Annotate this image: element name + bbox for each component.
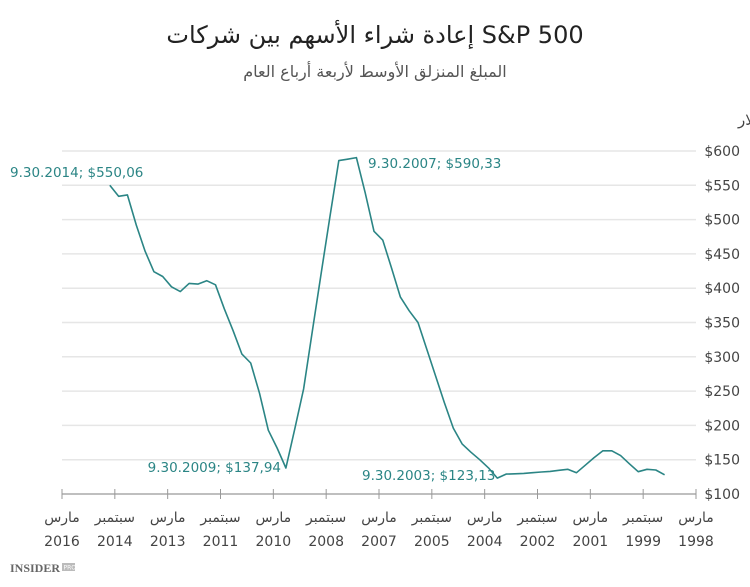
logo-pro-text: PRO bbox=[64, 565, 77, 572]
y-tick-label: $400 bbox=[704, 281, 740, 297]
logo-pro-badge bbox=[62, 563, 75, 571]
gridlines bbox=[62, 150, 696, 461]
y-tick-label: $600 bbox=[704, 144, 740, 160]
x-tick-year: 1998 bbox=[678, 534, 714, 550]
annotation-2003: 9.30.2003; $123,13 bbox=[362, 468, 495, 484]
x-tick-month: سبتمبر bbox=[305, 510, 346, 526]
y-tick-label: $250 bbox=[704, 384, 740, 400]
x-tick-year: 2008 bbox=[308, 534, 344, 550]
x-tick-month: مارس bbox=[44, 510, 80, 526]
annotation-2007: 9.30.2007; $590,33 bbox=[368, 156, 501, 172]
y-tick-label: $550 bbox=[704, 178, 740, 194]
y-tick-label: $200 bbox=[704, 418, 740, 434]
x-tick-year: 2014 bbox=[97, 534, 133, 550]
x-tick-year: 2013 bbox=[150, 534, 186, 550]
y-tick-label: $350 bbox=[704, 316, 740, 332]
x-tick-year: 2005 bbox=[414, 534, 450, 550]
logo-text: INSIDER bbox=[10, 561, 60, 575]
x-tick-month: مارس bbox=[678, 510, 714, 526]
y-tick-label: $100 bbox=[704, 487, 740, 503]
x-tick-month: سبتمبر bbox=[411, 510, 452, 526]
x-tick-year: 2016 bbox=[44, 534, 80, 550]
annotation-2014: 9.30.2014; $550,06 bbox=[10, 165, 143, 181]
insider-pro-logo: INSIDER PRO bbox=[10, 561, 76, 575]
chart-subtitle: المبلغ المنزلق الأوسط لأربعة أرباع العام bbox=[243, 61, 506, 82]
series-polyline bbox=[109, 156, 665, 479]
x-tick-month: مارس bbox=[150, 510, 186, 526]
chart-title: إعادة شراء الأسهم بين شركات S&P 500 bbox=[166, 20, 583, 50]
x-tick-month: سبتمبر bbox=[94, 510, 135, 526]
x-axis: مارس 2016 سبتمبر 2014 مارس 2013 سبتمبر 2011 مارس… bbox=[44, 489, 714, 550]
x-tick-month: سبتمبر bbox=[622, 510, 663, 526]
x-tick-month: مارس bbox=[256, 510, 292, 526]
y-axis-ticks: $100 $150 $200 $250 $300 $350 $400 $450 $500 $550… bbox=[704, 144, 740, 503]
annotation-2009: 9.30.2009; $137,94 bbox=[148, 460, 281, 476]
x-tick-month: مارس bbox=[467, 510, 503, 526]
y-axis-label: مليارات الدولارات دولار bbox=[737, 111, 750, 129]
x-tick-year: 2002 bbox=[520, 534, 556, 550]
y-tick-label: $300 bbox=[704, 350, 740, 366]
y-tick-label: $450 bbox=[704, 247, 740, 263]
x-tick-month: سبتمبر bbox=[516, 510, 557, 526]
x-tick-month: مارس bbox=[573, 510, 609, 526]
y-tick-label: $150 bbox=[704, 453, 740, 469]
x-tick-year: 2007 bbox=[361, 534, 397, 550]
x-tick-year: 2001 bbox=[573, 534, 609, 550]
x-tick-month: مارس bbox=[361, 510, 397, 526]
x-tick-year: 2004 bbox=[467, 534, 503, 550]
x-tick-year: 2011 bbox=[203, 534, 239, 550]
x-tick-year: 2010 bbox=[256, 534, 292, 550]
y-tick-label: $500 bbox=[704, 213, 740, 229]
x-tick-month: سبتمبر bbox=[199, 510, 240, 526]
series-line bbox=[109, 156, 665, 479]
x-tick-year: 1999 bbox=[625, 534, 661, 550]
